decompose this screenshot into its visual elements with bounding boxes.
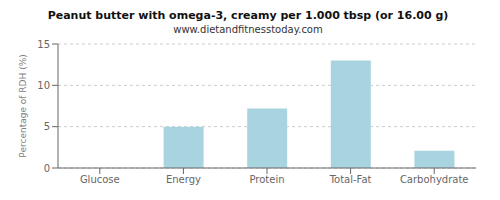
- html-text:www.dietandfitnesstoday.com: www.dietandfitnesstoday.com: [173, 24, 323, 35]
- svg-text:Glucose: Glucose: [80, 174, 120, 185]
- html-text:Peanut butter with omega-3, cr: Peanut butter with omega-3, creamy per 1…: [47, 9, 449, 22]
- svg-text:Carbohydrate: Carbohydrate: [400, 174, 469, 185]
- svg-text:15: 15: [37, 39, 50, 50]
- svg-text:Protein: Protein: [249, 174, 284, 185]
- svg-text:Energy: Energy: [166, 174, 201, 185]
- svg-text:Total-Fat: Total-Fat: [329, 174, 372, 185]
- svg-text:Percentage of RDH (%): Percentage of RDH (%): [18, 54, 28, 157]
- svg-text:0: 0: [44, 163, 50, 174]
- svg-text:10: 10: [37, 80, 50, 91]
- svg-text:5: 5: [44, 121, 50, 132]
